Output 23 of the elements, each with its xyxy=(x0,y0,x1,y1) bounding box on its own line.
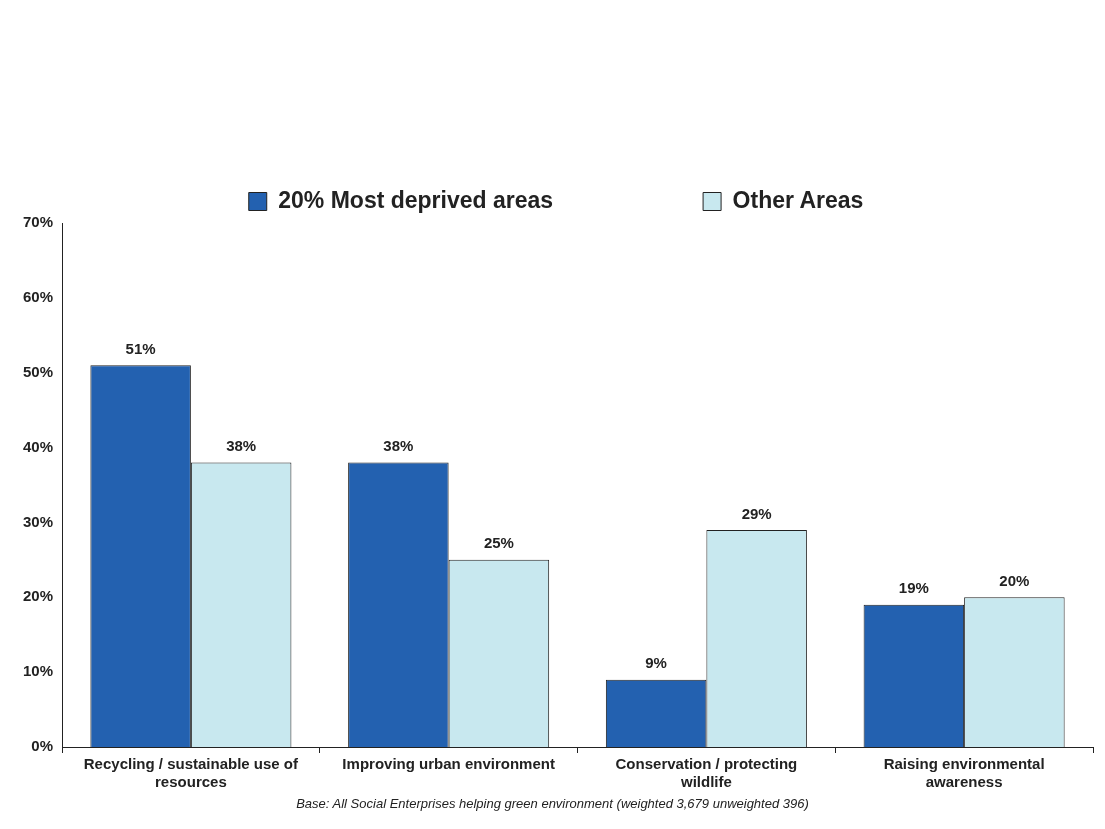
y-tick-label: 0% xyxy=(31,737,54,755)
text: 38% xyxy=(383,437,414,455)
x-tick-label: Recycling / sustainable use of resources xyxy=(83,755,300,791)
x-tick-label: Improving urban environment xyxy=(342,755,555,773)
x-tick-label: Conservation / protecting wildlife xyxy=(615,755,798,791)
y-tick-label: 50% xyxy=(22,362,54,380)
text: 9% xyxy=(645,654,667,672)
y-tick-label: 70% xyxy=(22,213,54,231)
legend-label: Other Areas xyxy=(732,186,864,213)
text: 25% xyxy=(483,534,514,552)
text: Base: All Social Enterprises helping green environment (weighted 3,679 unweighted 396) xyxy=(295,796,810,811)
text: 19% xyxy=(898,579,929,597)
x-tick-label: Raising environmental awareness xyxy=(883,755,1045,791)
text: 20% xyxy=(999,571,1030,589)
text: 29% xyxy=(741,504,772,522)
y-tick-label: 40% xyxy=(22,437,54,455)
y-tick-label: 30% xyxy=(22,512,54,530)
text: 38% xyxy=(226,437,257,455)
legend-label: 20% Most deprived areas xyxy=(278,186,554,213)
text: 51% xyxy=(125,339,156,357)
y-tick-label: 10% xyxy=(22,662,54,680)
y-tick-label: 60% xyxy=(22,288,54,305)
y-tick-label: 20% xyxy=(22,587,54,605)
